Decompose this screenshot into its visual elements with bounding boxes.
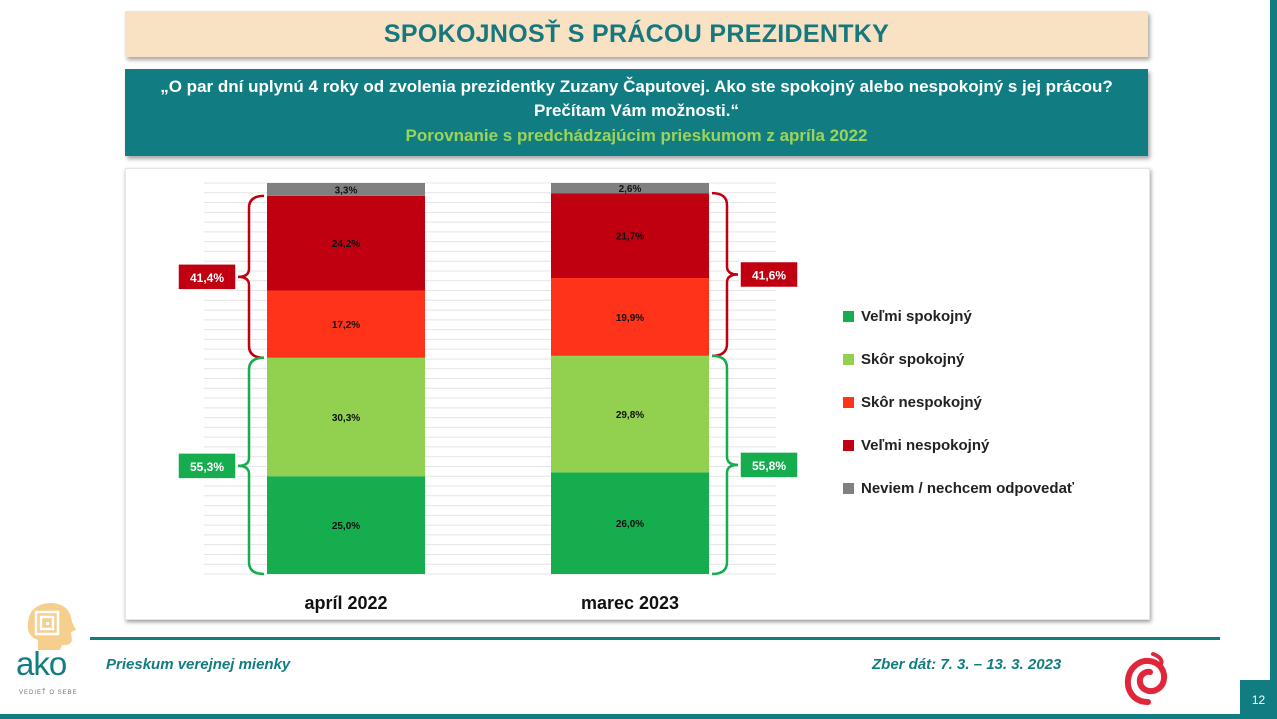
legend-label: Skôr nespokojný bbox=[861, 394, 982, 411]
bracket bbox=[237, 356, 265, 576]
total-label: 55,3% bbox=[190, 460, 224, 474]
footer-survey-label: Prieskum verejnej mienky bbox=[106, 656, 291, 673]
legend-item: Neviem / nechcem odpovedať bbox=[843, 467, 1074, 510]
data-label: 25,0% bbox=[332, 521, 360, 532]
bar-segment bbox=[551, 355, 709, 473]
page-title: SPOKOJNOSŤ S PRÁCOU PREZIDENTKY bbox=[383, 19, 890, 48]
bracket bbox=[711, 354, 739, 576]
legend-swatch bbox=[843, 440, 854, 451]
survey-question: „O par dní uplynú 4 roky od zvolenia pre… bbox=[160, 77, 1113, 120]
stacked-bar-chart: 25,0% 30,3% 17,2% 24,2% 3,3% apríl 2022 41,4% 5… bbox=[177, 182, 799, 613]
bar-segment bbox=[551, 183, 709, 194]
total-label: 41,6% bbox=[752, 268, 786, 282]
logo-tagline: VEDIEŤ O SEBE bbox=[19, 690, 78, 696]
spiral-logo bbox=[1123, 650, 1173, 706]
legend-item: Veľmi nespokojný bbox=[843, 424, 1074, 467]
total-badge bbox=[739, 451, 799, 479]
bar-segment bbox=[267, 476, 425, 574]
data-label: 2,6% bbox=[619, 184, 642, 195]
bar-segment bbox=[267, 183, 425, 196]
head-maze-logo-icon bbox=[27, 603, 76, 650]
data-label: 26,0% bbox=[616, 519, 644, 530]
frame-right-bar bbox=[1270, 0, 1277, 680]
legend-item: Skôr nespokojný bbox=[843, 381, 1074, 424]
total-badge bbox=[177, 263, 237, 291]
data-label: 24,2% bbox=[332, 239, 360, 250]
footer-bar bbox=[0, 714, 1240, 719]
data-label: 19,9% bbox=[616, 313, 644, 324]
category-label: marec 2023 bbox=[581, 593, 679, 613]
legend-swatch bbox=[843, 483, 854, 494]
legend-swatch bbox=[843, 354, 854, 365]
data-label: 21,7% bbox=[616, 232, 644, 243]
comparison-note: Porovnanie s predchádzajúcim prieskumom … bbox=[405, 126, 868, 145]
bracket bbox=[237, 194, 265, 360]
data-label: 3,3% bbox=[335, 185, 358, 196]
legend-item: Skôr spokojný bbox=[843, 338, 1074, 381]
bar-segment bbox=[267, 290, 425, 358]
chart-legend: Veľmi spokojný Skôr spokojný Skôr nespokoj… bbox=[843, 295, 1074, 510]
legend-label: Neviem / nechcem odpovedať bbox=[861, 480, 1075, 497]
total-label: 41,4% bbox=[190, 271, 224, 285]
logo-brand-text: ako bbox=[16, 645, 67, 682]
legend-label: Veľmi spokojný bbox=[861, 308, 972, 325]
legend-swatch bbox=[843, 397, 854, 408]
total-label: 55,8% bbox=[752, 459, 786, 473]
bar-segment bbox=[551, 278, 709, 356]
spiral-logo-icon bbox=[1124, 652, 1168, 705]
ako-logo: ako VEDIEŤ O SEBE bbox=[14, 600, 94, 710]
title-banner: SPOKOJNOSŤ S PRÁCOU PREZIDENTKY bbox=[125, 11, 1148, 57]
page-number: 12 bbox=[1240, 680, 1277, 719]
question-banner: „O par dní uplynú 4 roky od zvolenia pre… bbox=[125, 69, 1148, 156]
data-label: 29,8% bbox=[616, 410, 644, 421]
data-label: 30,3% bbox=[332, 413, 360, 424]
footer-divider bbox=[90, 637, 1220, 640]
total-badge bbox=[739, 260, 799, 289]
bracket bbox=[711, 191, 739, 358]
footer-collection-dates: Zber dát: 7. 3. – 13. 3. 2023 bbox=[872, 656, 1062, 673]
bar-segment bbox=[551, 472, 709, 574]
bar-segment bbox=[267, 195, 425, 291]
legend-swatch bbox=[843, 311, 854, 322]
chart-panel: 25,0% 30,3% 17,2% 24,2% 3,3% apríl 2022 41,4% 5… bbox=[125, 168, 1150, 620]
bar-segment bbox=[551, 193, 709, 279]
total-badge bbox=[177, 452, 237, 480]
bar-segment bbox=[267, 357, 425, 477]
legend-item: Veľmi spokojný bbox=[843, 295, 1074, 338]
data-label: 17,2% bbox=[332, 320, 360, 331]
legend-label: Veľmi nespokojný bbox=[861, 437, 990, 454]
legend-label: Skôr spokojný bbox=[861, 351, 965, 368]
category-label: apríl 2022 bbox=[304, 593, 387, 613]
